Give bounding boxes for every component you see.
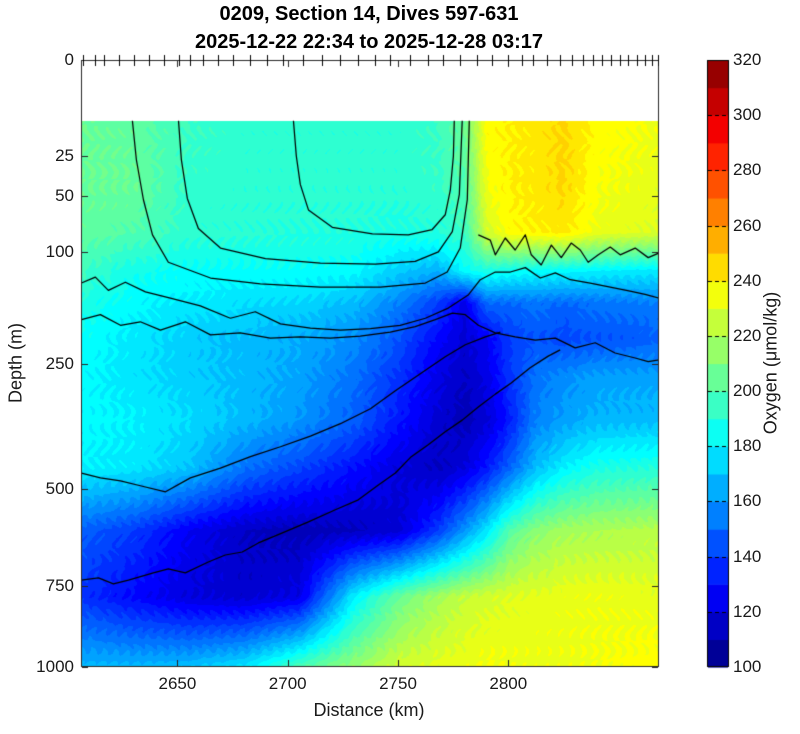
y-tick-label: 1000	[36, 657, 74, 676]
colorbar-tick-label: 280	[733, 160, 762, 180]
colorbar-tick-label: 100	[733, 657, 762, 676]
colorbar-tick-label: 220	[733, 325, 762, 345]
colorbar-tick-label: 180	[733, 436, 762, 456]
colorbar-tick-label: 320	[733, 50, 762, 69]
y-tick-label: 500	[45, 479, 74, 499]
y-tick-label: 100	[45, 241, 74, 261]
figure-title: 0209, Section 14, Dives 597-631	[219, 3, 519, 25]
y-tick-label: 25	[55, 145, 74, 165]
x-tick-label: 2750	[379, 674, 417, 693]
colorbar-tick-label: 120	[733, 601, 762, 621]
x-tick-label: 2700	[268, 674, 307, 693]
y-tick-label: 250	[45, 353, 74, 373]
colorbar-label: Oxygen (μmol/kg)	[760, 291, 781, 435]
colorbar-tick-label: 260	[733, 215, 762, 235]
y-tick-label: 750	[45, 575, 74, 595]
y-tick-label: 0	[64, 50, 74, 69]
colorbar-tick-label: 140	[733, 546, 762, 566]
x-tick-label: 2650	[158, 674, 197, 693]
colorbar-tick-label: 160	[733, 491, 762, 511]
colorbar-tick-label: 200	[733, 381, 762, 401]
colorbar-tick-label: 240	[733, 270, 762, 290]
colorbar-tick-label: 300	[733, 105, 762, 125]
x-tick-label: 2800	[489, 674, 528, 693]
figure-subtitle: 2025-12-22 22:34 to 2025-12-28 03:17	[194, 31, 544, 53]
x-axis-label: Distance (km)	[313, 700, 425, 720]
y-tick-label: 50	[55, 185, 74, 205]
